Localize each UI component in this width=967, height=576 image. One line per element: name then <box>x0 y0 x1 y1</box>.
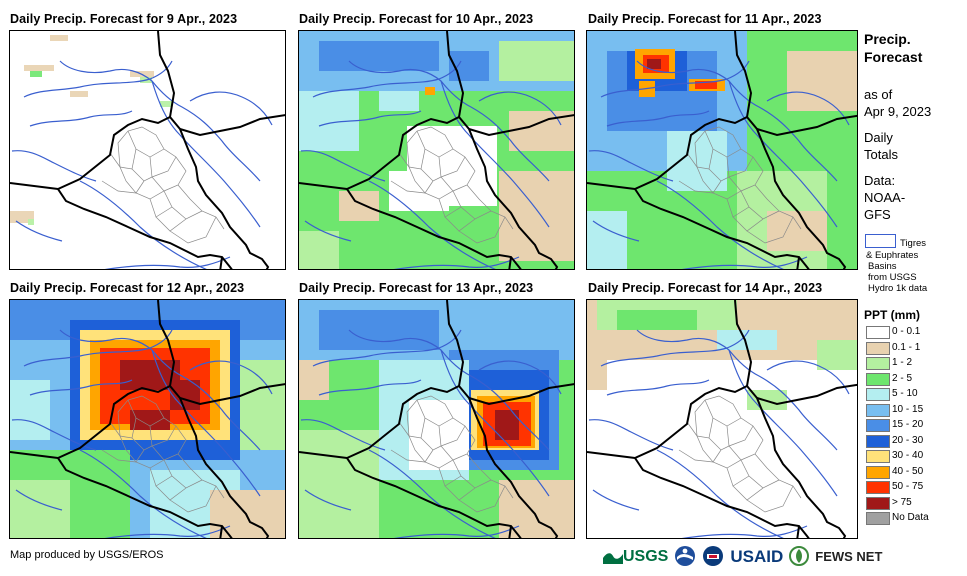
legend-swatch <box>866 388 890 401</box>
data-source: Data: NOAA- GFS <box>864 173 906 222</box>
map-credit: Map produced by USGS/EROS <box>10 549 164 561</box>
precip-fill <box>587 31 857 269</box>
legend-swatch <box>866 372 890 386</box>
legend-label: 50 - 75 <box>892 481 924 492</box>
legend-title: Precip. Forecast <box>864 31 923 65</box>
legend-swatch <box>866 481 890 494</box>
legend-label: > 75 <box>892 496 912 508</box>
legend-label: No Data <box>892 512 929 523</box>
legend-label: 5 - 10 <box>892 388 918 399</box>
legend-label: 30 - 40 <box>892 450 924 461</box>
forecast-date: as of Apr 9, 2023 <box>864 87 932 119</box>
agency-logos: USGS USAID FEWS NET <box>603 543 882 569</box>
basin-label: Tigres <box>900 238 927 249</box>
noaa-logo-icon <box>675 546 696 566</box>
panel-title: Daily Precip. Forecast for 14 Apr., 2023 <box>588 281 823 295</box>
legend-swatch <box>866 465 890 479</box>
basin-source: & Euphrates Basins from USGS Hydro 1k da… <box>866 250 928 294</box>
basin-legend-swatch <box>865 234 896 248</box>
legend-label: 15 - 20 <box>892 419 924 430</box>
usgs-logo: USGS <box>603 548 668 565</box>
ppt-legend-title: PPT (mm) <box>864 308 921 322</box>
legend-label: 40 - 50 <box>892 465 924 477</box>
panel-title: Daily Precip. Forecast for 10 Apr., 2023 <box>299 12 534 26</box>
panel-title: Daily Precip. Forecast for 12 Apr., 2023 <box>10 281 245 295</box>
precip-map[interactable] <box>298 30 575 270</box>
legend-label: 0.1 - 1 <box>892 341 921 353</box>
usaid-seal-icon <box>703 546 724 566</box>
panel-title: Daily Precip. Forecast for 13 Apr., 2023 <box>299 281 534 295</box>
legend-swatch <box>866 434 890 448</box>
precip-fill <box>587 300 857 410</box>
daily-totals-label: Daily Totals <box>864 130 898 162</box>
legend-label: 1 - 2 <box>892 357 913 368</box>
precip-map[interactable] <box>586 30 858 270</box>
legend-swatch <box>866 450 890 463</box>
legend-swatch <box>866 512 890 525</box>
precip-map[interactable] <box>586 299 858 539</box>
legend-swatch <box>866 326 890 339</box>
legend-label: 20 - 30 <box>892 434 924 446</box>
usaid-wordmark: USAID <box>730 546 784 566</box>
precip-fill <box>10 300 285 538</box>
fewsnet-wordmark: FEWS NET <box>815 548 883 564</box>
precip-map[interactable] <box>298 299 575 539</box>
precip-map[interactable] <box>9 30 286 270</box>
precip-map[interactable] <box>9 299 286 539</box>
panel-title: Daily Precip. Forecast for 11 Apr., 2023 <box>588 12 822 26</box>
legend-swatch <box>866 357 890 370</box>
panel-title: Daily Precip. Forecast for 9 Apr., 2023 <box>10 12 238 26</box>
usgs-wave-icon <box>603 553 623 564</box>
precip-fill <box>299 31 574 269</box>
legend-label: 2 - 5 <box>892 372 913 384</box>
fewsnet-leaf-icon <box>789 546 810 566</box>
legend-swatch <box>866 341 890 355</box>
legend-swatch <box>866 419 890 432</box>
legend-label: 10 - 15 <box>892 403 924 415</box>
legend-label: 0 - 0.1 <box>892 326 921 337</box>
legend-swatch <box>866 403 890 417</box>
legend-swatch <box>866 496 890 510</box>
